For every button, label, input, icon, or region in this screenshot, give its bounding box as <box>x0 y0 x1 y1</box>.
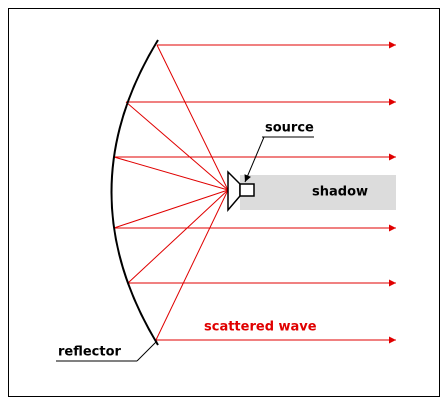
shadow-label: shadow <box>312 185 368 200</box>
shadow-region <box>240 175 396 210</box>
horn <box>227 170 255 213</box>
rays <box>113 41 396 344</box>
scattered-wave-label: scattered wave <box>204 320 317 335</box>
reflector-arc <box>110 39 159 346</box>
source-pointer <box>244 136 265 183</box>
source-label: source <box>265 121 314 136</box>
reflector-label: reflector <box>58 345 122 360</box>
reflector-pointer <box>136 340 158 362</box>
